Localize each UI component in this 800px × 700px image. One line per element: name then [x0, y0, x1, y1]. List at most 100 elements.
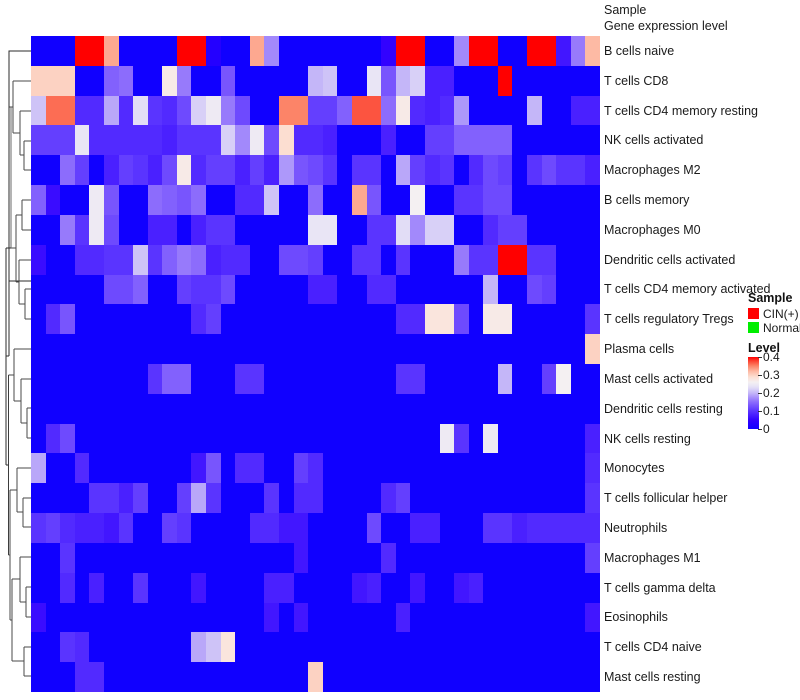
heatmap-cell: [206, 244, 221, 275]
heatmap-cell: [293, 155, 309, 186]
heatmap-cell: [74, 542, 90, 573]
heatmap-cell: [133, 185, 148, 215]
heatmap-cell: [279, 513, 294, 543]
heatmap-cell: [541, 155, 557, 186]
heatmap-cell: [191, 214, 207, 245]
heatmap-cell: [103, 185, 119, 215]
heatmap-cell: [162, 95, 177, 126]
heatmap-cell: [351, 483, 367, 514]
heatmap-cell: [439, 632, 455, 663]
heatmap-cell: [351, 155, 367, 186]
heatmap-cell: [483, 185, 498, 215]
heatmap-cell: [162, 36, 177, 66]
heatmap-cell: [206, 334, 221, 364]
heatmap-cell: [410, 244, 425, 275]
level-tick-label: 0.2: [758, 387, 780, 399]
row-label: Dendritic cells activated: [604, 252, 736, 267]
heatmap-cell: [176, 483, 192, 514]
heatmap-cell: [424, 95, 440, 126]
heatmap-cell: [191, 334, 207, 364]
heatmap-cell: [497, 244, 513, 275]
heatmap-cell: [439, 602, 455, 633]
heatmap-cell: [395, 214, 411, 245]
heatmap-cell: [337, 36, 352, 66]
heatmap-cell: [585, 214, 600, 245]
heatmap-cell: [118, 542, 134, 573]
heatmap-cell: [541, 334, 557, 364]
heatmap-cell: [570, 244, 586, 275]
heatmap-cell: [89, 65, 104, 96]
heatmap-cell: [308, 334, 323, 364]
heatmap-cell: [308, 65, 323, 96]
heatmap-cell: [147, 334, 163, 364]
heatmap-cell: [337, 632, 352, 663]
heatmap-cell: [220, 155, 236, 186]
heatmap-cell: [395, 393, 411, 424]
row-label: Dendritic cells resting: [604, 401, 723, 416]
heatmap-cell: [351, 244, 367, 275]
heatmap-cell: [366, 483, 382, 514]
heatmap-cell: [118, 125, 134, 156]
heatmap-cell: [235, 36, 250, 66]
heatmap-cell: [45, 334, 61, 364]
heatmap-cell: [176, 542, 192, 573]
heatmap-cell: [366, 453, 382, 484]
heatmap-cell: [585, 244, 600, 275]
heatmap-cell: [147, 572, 163, 603]
heatmap-cell: [541, 65, 557, 96]
heatmap-cell: [206, 125, 221, 156]
heatmap-cell: [381, 572, 396, 603]
heatmap-cell: [74, 304, 90, 335]
heatmap-cell: [424, 483, 440, 514]
heatmap-cell: [439, 244, 455, 275]
heatmap-cell: [89, 423, 104, 454]
heatmap-cell: [45, 393, 61, 424]
heatmap-cell: [118, 632, 134, 663]
heatmap-cell: [454, 393, 469, 424]
heatmap-cell: [424, 125, 440, 156]
heatmap-cell: [176, 662, 192, 692]
heatmap-cell: [483, 334, 498, 364]
heatmap-cell: [249, 95, 265, 126]
heatmap-cell: [454, 65, 469, 96]
heatmap-cell: [235, 304, 250, 335]
heatmap-cell: [162, 125, 177, 156]
heatmap-cell: [89, 602, 104, 633]
heatmap-cell: [410, 185, 425, 215]
row-label: T cells CD8: [604, 73, 669, 88]
heatmap-cell: [351, 632, 367, 663]
heatmap-cell: [133, 334, 148, 364]
heatmap-cell: [366, 393, 382, 424]
heatmap-cell: [191, 572, 207, 603]
heatmap-cell: [527, 125, 542, 156]
heatmap-cell: [439, 363, 455, 394]
heatmap-cell: [133, 155, 148, 186]
heatmap-cell: [191, 244, 207, 275]
heatmap-cell: [454, 214, 469, 245]
heatmap-cell: [147, 274, 163, 305]
heatmap-cell: [541, 274, 557, 305]
heatmap-cell: [293, 36, 309, 66]
heatmap-cell: [570, 572, 586, 603]
heatmap-cell: [89, 185, 104, 215]
row-dendrogram: [0, 36, 31, 692]
heatmap-cell: [103, 125, 119, 156]
heatmap-cell: [556, 274, 571, 305]
heatmap-cell: [249, 423, 265, 454]
heatmap-cell: [366, 423, 382, 454]
heatmap-cell: [541, 453, 557, 484]
heatmap-cell: [497, 423, 513, 454]
heatmap-cell: [308, 244, 323, 275]
heatmap-cell: [293, 95, 309, 126]
level-legend-title: Level: [748, 341, 780, 355]
heatmap-cell: [395, 65, 411, 96]
heatmap-cell: [483, 453, 498, 484]
heatmap-cell: [585, 572, 600, 603]
heatmap-cell: [249, 632, 265, 663]
heatmap-cell: [235, 662, 250, 692]
heatmap-cell: [162, 185, 177, 215]
heatmap-cell: [468, 602, 484, 633]
legend-swatch: [748, 308, 759, 319]
heatmap-cell: [264, 602, 280, 633]
